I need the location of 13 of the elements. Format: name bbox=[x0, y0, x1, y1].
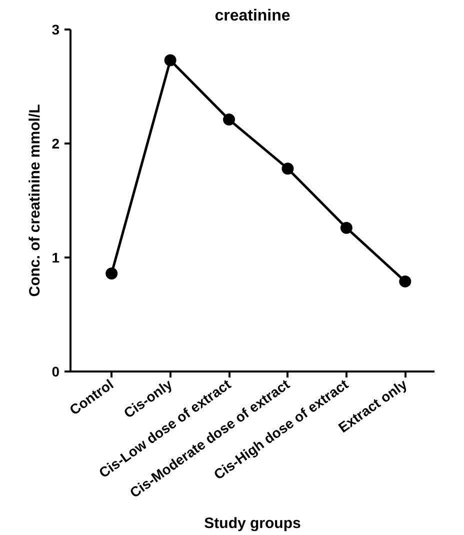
y-tick-label: 3 bbox=[52, 22, 60, 38]
y-tick-label: 2 bbox=[52, 136, 60, 152]
point bbox=[282, 162, 294, 175]
y-axis-title: Conc. of creatinine mmol/L bbox=[26, 104, 44, 297]
y-tick-label: 0 bbox=[52, 364, 60, 380]
x-axis-title: Study groups bbox=[204, 515, 301, 532]
point bbox=[164, 54, 176, 66]
chart-title: creatinine bbox=[214, 8, 290, 24]
y-tick-label: 1 bbox=[52, 250, 60, 266]
point bbox=[399, 275, 412, 288]
point bbox=[223, 114, 236, 126]
point bbox=[340, 222, 352, 234]
point bbox=[106, 267, 118, 280]
